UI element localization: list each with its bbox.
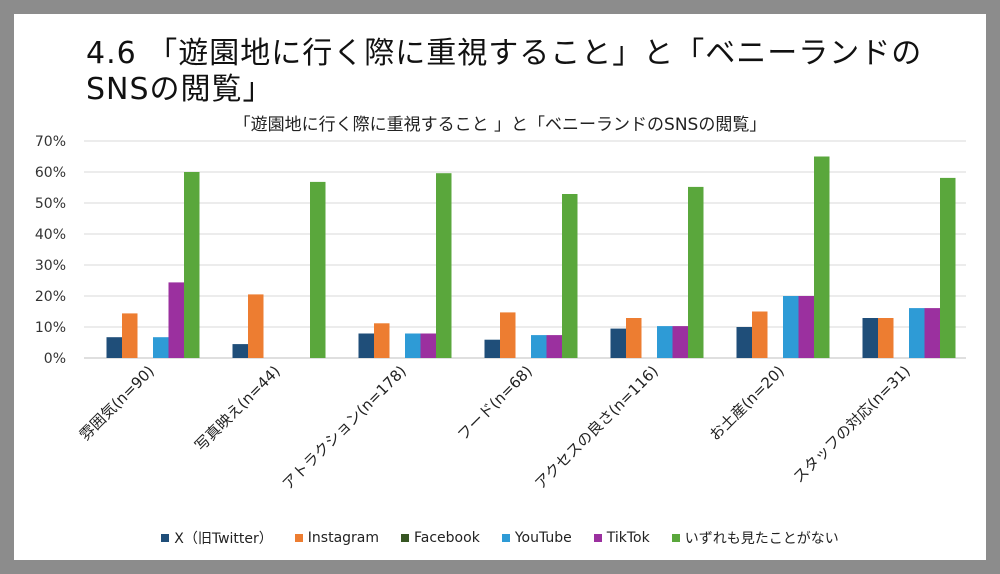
bar <box>626 318 642 358</box>
bar <box>814 156 830 358</box>
bar <box>248 294 264 358</box>
bar <box>672 326 688 358</box>
y-tick-label: 70% <box>35 134 66 150</box>
bar <box>562 194 578 358</box>
bars <box>106 156 956 358</box>
x-tick-label: 写真映え(n=44) <box>191 362 284 455</box>
bar <box>752 311 768 358</box>
slide: 4.6 「遊園地に行く際に重視すること」と「ベニーランドのSNSの閲覧」 「遊園… <box>14 14 986 560</box>
bar <box>310 181 326 358</box>
bar <box>168 282 184 358</box>
bar <box>798 296 814 358</box>
legend-swatch <box>501 534 510 542</box>
legend-label: X（旧Twitter） <box>174 531 273 547</box>
chart-title: 「遊園地に行く際に重視すること 」と「ベニーランドのSNSの閲覧」 <box>233 115 767 135</box>
bar <box>232 344 248 358</box>
bar <box>610 328 626 358</box>
bar <box>657 326 673 358</box>
y-tick-label: 30% <box>35 258 66 274</box>
bar <box>184 172 200 358</box>
y-tick-label: 0% <box>44 351 66 367</box>
bar <box>531 335 547 358</box>
bar <box>500 312 516 358</box>
legend-item: TikTok <box>593 528 650 548</box>
legend-item: いずれも見たことがない <box>671 528 839 548</box>
legend-item: Facebook <box>401 528 480 548</box>
legend-label: TikTok <box>606 530 650 546</box>
bar <box>940 177 956 358</box>
y-axis: 0% 10% 20% 30% 40% 50% 60% 70% <box>35 134 66 367</box>
bar <box>358 333 374 358</box>
x-axis: 雰囲気(n=90) 写真映え(n=44)アトラクション(n=178) フード(n=6… <box>76 362 914 493</box>
legend-item: X（旧Twitter） <box>161 528 273 548</box>
bar <box>736 327 752 358</box>
bar-chart: 0% 10% 20% 30% 40% 50% 60% 70% 雰囲気(n=90) 写真映え(n=… <box>35 134 966 493</box>
bar <box>405 333 421 358</box>
x-tick-label: フード(n=68) <box>454 362 536 444</box>
legend-swatch <box>294 534 303 542</box>
bar <box>924 308 940 358</box>
legend-swatch <box>671 534 680 542</box>
x-tick-label: お土産(n=20) <box>706 362 788 444</box>
legend-swatch <box>161 534 170 542</box>
y-tick-label: 20% <box>35 289 66 305</box>
x-tick-label: 雰囲気(n=90) <box>76 362 158 444</box>
legend-label: Facebook <box>414 530 480 546</box>
y-tick-label: 10% <box>35 320 66 336</box>
bar <box>106 337 122 358</box>
legend-swatch <box>401 534 410 542</box>
slide-title: 4.6 「遊園地に行く際に重視すること」と「ベニーランドのSNSの閲覧」 <box>86 36 923 107</box>
legend-label: YouTube <box>514 530 572 546</box>
legend: X（旧Twitter） Instagram Facebook YouTube TikTo… <box>14 528 986 548</box>
x-tick-label: スタッフの対応(n=31) <box>789 362 913 486</box>
bar <box>484 339 500 358</box>
bar <box>862 318 878 358</box>
bar <box>420 333 436 358</box>
legend-item: YouTube <box>501 528 572 548</box>
bar <box>122 313 138 358</box>
x-tick-label: アクセスの良さ(n=116) <box>531 362 662 493</box>
legend-label: いずれも見たことがない <box>684 531 839 547</box>
bar <box>909 308 925 358</box>
legend-swatch <box>593 534 602 542</box>
y-tick-label: 50% <box>35 196 66 212</box>
bar <box>783 296 799 358</box>
bar <box>546 335 562 358</box>
bar <box>436 173 452 358</box>
legend-label: Instagram <box>307 530 380 546</box>
legend-item: Instagram <box>294 528 380 548</box>
x-tick-label: アトラクション(n=178) <box>279 362 410 493</box>
bar <box>374 323 390 358</box>
bar <box>688 186 704 358</box>
y-tick-label: 60% <box>35 165 66 181</box>
grid-lines <box>84 140 966 359</box>
bar <box>153 337 169 358</box>
bar <box>878 318 894 358</box>
y-tick-label: 40% <box>35 227 66 243</box>
